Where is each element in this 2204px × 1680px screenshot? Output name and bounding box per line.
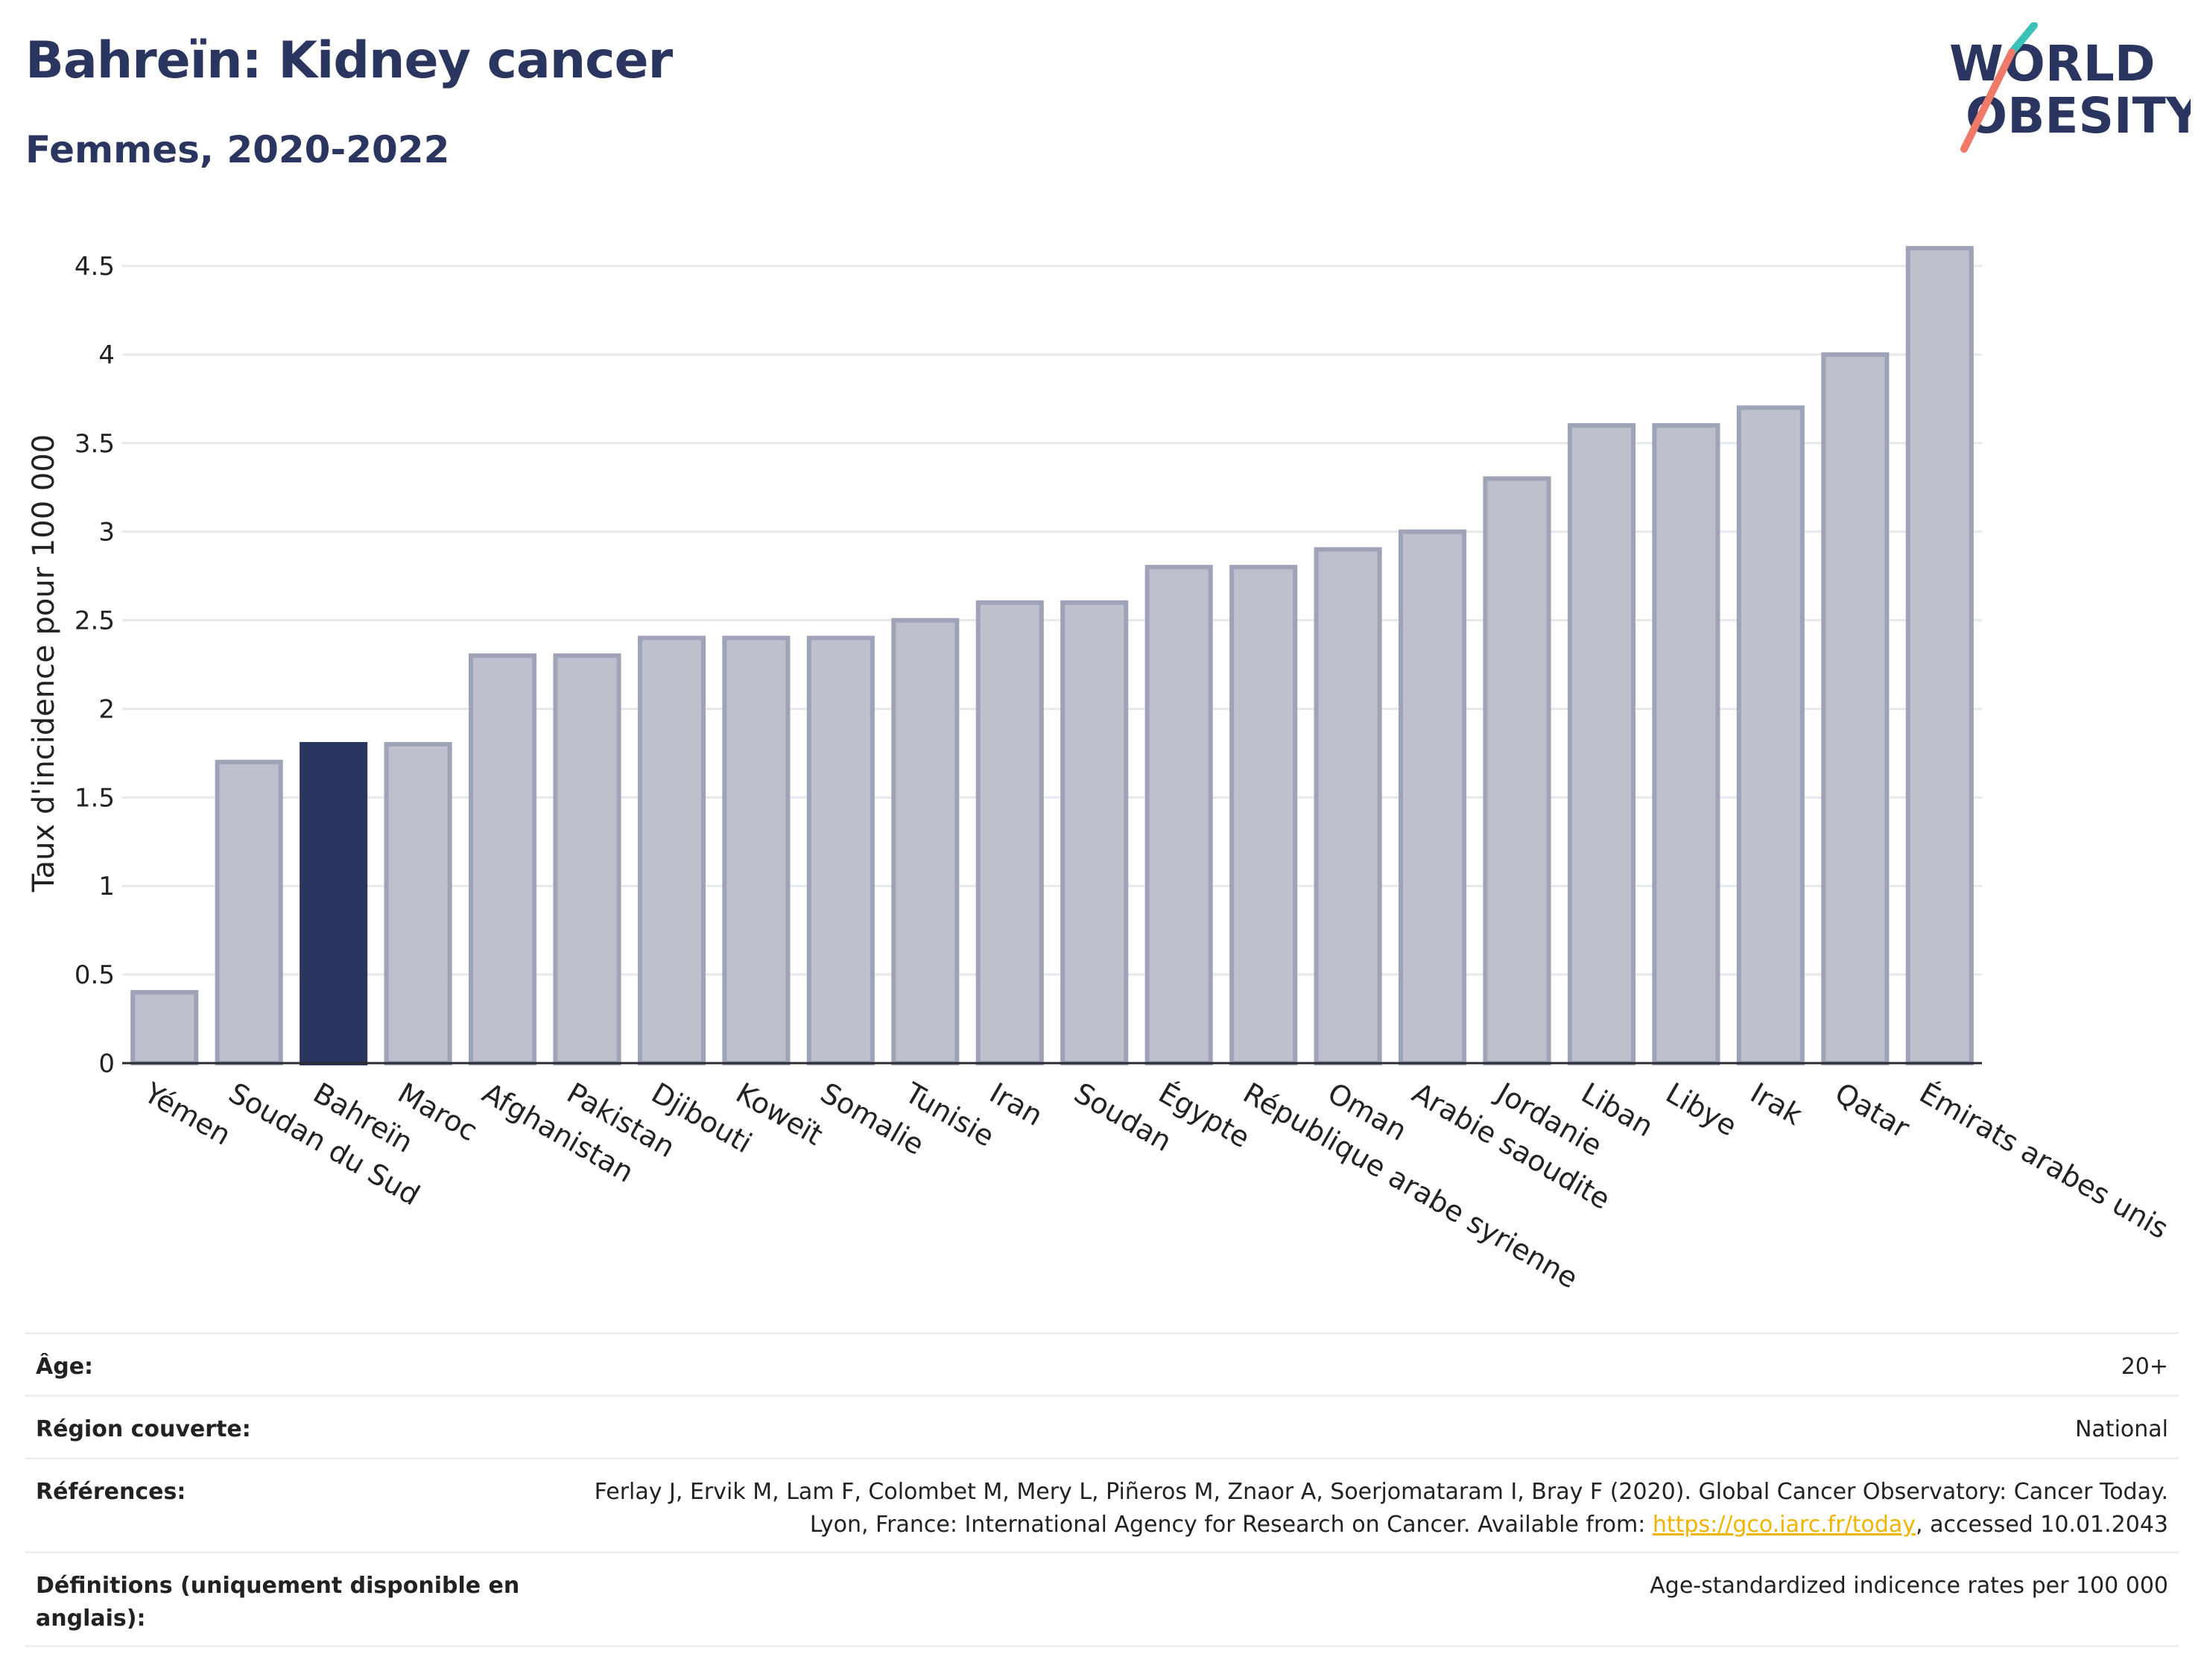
y-tick-label: 3.5 bbox=[75, 429, 115, 459]
y-tick-label: 1 bbox=[98, 872, 115, 901]
x-tick-label: Qatar bbox=[1829, 1077, 1915, 1145]
bar-4 bbox=[469, 653, 537, 1065]
bar-2 bbox=[300, 742, 368, 1065]
references-text: Ferlay J, Ervik M, Lam F, Colombet M, Me… bbox=[594, 1479, 2168, 1538]
bar-17 bbox=[1567, 423, 1636, 1065]
bar-14 bbox=[1314, 547, 1382, 1065]
y-tick-label: 1.5 bbox=[75, 783, 115, 813]
x-tick-label: Irak bbox=[1745, 1077, 1808, 1132]
x-tick-label: Yémen bbox=[138, 1076, 236, 1152]
logo-line1: WORLD bbox=[1949, 35, 2156, 92]
region-value: National bbox=[2074, 1416, 2168, 1442]
age-value: 20+ bbox=[2121, 1354, 2168, 1380]
bar-6 bbox=[637, 635, 706, 1065]
chart-subtitle: Femmes, 2020-2022 bbox=[25, 128, 450, 171]
logo-slash-coral bbox=[1960, 48, 2015, 153]
bar-20 bbox=[1821, 352, 1890, 1065]
x-tick-label: Libye bbox=[1660, 1077, 1742, 1143]
logo-slash-teal bbox=[2008, 22, 2038, 56]
definitions-label: Définitions (uniquement disponible en an… bbox=[36, 1573, 520, 1632]
bar-19 bbox=[1736, 405, 1805, 1065]
x-tick-label: Émirats arabes unis bbox=[1914, 1077, 2174, 1246]
bar-10 bbox=[975, 600, 1044, 1065]
x-tick-label: Soudan bbox=[1068, 1077, 1177, 1158]
chart-title: Bahreïn: Kidney cancer bbox=[25, 31, 673, 90]
y-tick-label: 4 bbox=[98, 340, 115, 370]
metadata-table: Âge: 20+ Région couverte: National Référ… bbox=[25, 1332, 2179, 1647]
bar-16 bbox=[1483, 476, 1551, 1065]
meta-row-age: Âge: 20+ bbox=[25, 1334, 2179, 1397]
meta-row-references: Références: Ferlay J, Ervik M, Lam F, Co… bbox=[25, 1459, 2179, 1553]
bar-18 bbox=[1652, 423, 1720, 1065]
y-axis-label: Taux d'incidence pour 100 000 bbox=[27, 434, 61, 893]
bar-5 bbox=[553, 653, 621, 1065]
definitions-value: Age-standardized indicence rates per 100… bbox=[1650, 1573, 2168, 1599]
y-axis-ticks: 0 0.5 1 1.5 2 2.5 3 3.5 4 4.5 bbox=[75, 252, 115, 1079]
bar-21 bbox=[1905, 246, 1974, 1066]
bar-13 bbox=[1229, 565, 1298, 1065]
y-tick-label: 0.5 bbox=[75, 960, 115, 990]
references-accessed: , accessed 10.01.2043 bbox=[1916, 1512, 2168, 1538]
bar-8 bbox=[806, 635, 875, 1065]
references-value: Ferlay J, Ervik M, Lam F, Colombet M, Me… bbox=[566, 1476, 2168, 1538]
bar-15 bbox=[1399, 529, 1467, 1065]
bar-12 bbox=[1144, 565, 1213, 1065]
logo-line2: OBESITY bbox=[1966, 87, 2191, 145]
bars bbox=[130, 246, 1974, 1066]
meta-row-definitions: Définitions (uniquement disponible en an… bbox=[25, 1553, 2179, 1647]
y-tick-label: 4.5 bbox=[75, 252, 115, 282]
meta-row-region: Région couverte: National bbox=[25, 1397, 2179, 1459]
region-label: Région couverte: bbox=[36, 1416, 251, 1442]
bar-9 bbox=[891, 618, 960, 1065]
bar-11 bbox=[1060, 600, 1129, 1065]
y-tick-label: 0 bbox=[98, 1049, 115, 1079]
references-link[interactable]: https://gco.iarc.fr/today bbox=[1652, 1512, 1916, 1538]
y-tick-label: 3 bbox=[98, 518, 115, 548]
world-obesity-logo: WORLD OBESITY bbox=[1949, 22, 2191, 153]
bar-0 bbox=[130, 989, 199, 1066]
age-label: Âge: bbox=[36, 1354, 94, 1380]
y-tick-label: 2.5 bbox=[75, 606, 115, 636]
y-tick-label: 2 bbox=[98, 694, 115, 724]
bar-1 bbox=[215, 759, 283, 1065]
references-label: Références: bbox=[36, 1479, 186, 1505]
bar-7 bbox=[722, 635, 791, 1065]
bar-3 bbox=[384, 742, 452, 1065]
